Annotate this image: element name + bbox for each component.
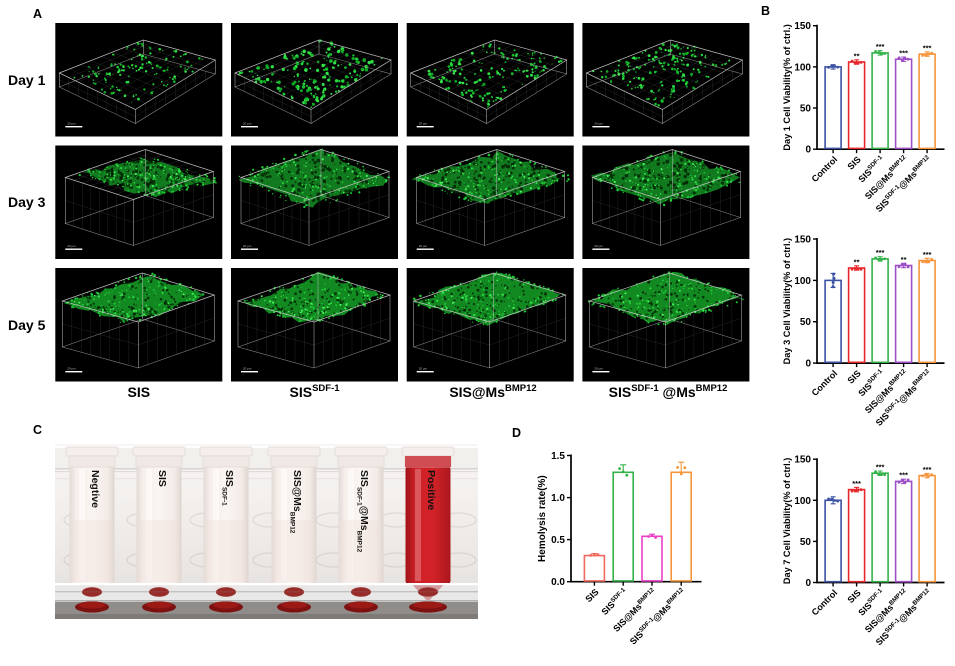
svg-text:***: ***: [923, 43, 932, 52]
svg-text:Positive: Positive: [425, 470, 437, 510]
svg-text:***: ***: [852, 479, 861, 488]
svg-text:Day 5: Day 5: [8, 317, 46, 333]
svg-text:**: **: [854, 257, 860, 266]
svg-text:***: ***: [923, 250, 932, 259]
svg-text:20 μm: 20 μm: [594, 367, 603, 371]
svg-text:SIS: SIS: [128, 384, 151, 400]
svg-text:Negtive: Negtive: [89, 470, 101, 508]
svg-text:B: B: [761, 4, 770, 18]
svg-text:1.0: 1.0: [551, 493, 565, 504]
svg-text:20 μm: 20 μm: [243, 122, 252, 126]
svg-text:50: 50: [800, 537, 812, 548]
svg-text:***: ***: [876, 248, 885, 257]
svg-text:1.5: 1.5: [551, 451, 565, 462]
svg-text:100: 100: [794, 276, 811, 287]
svg-text:**: **: [854, 51, 860, 60]
svg-text:0: 0: [805, 359, 811, 370]
svg-text:150: 150: [794, 455, 811, 466]
svg-text:A: A: [33, 7, 42, 21]
svg-text:***: ***: [899, 471, 908, 480]
svg-text:SIS: SIS: [156, 470, 168, 487]
svg-text:D: D: [512, 426, 521, 440]
svg-text:150: 150: [794, 235, 811, 246]
svg-text:20 μm: 20 μm: [419, 367, 428, 371]
svg-text:20 μm: 20 μm: [67, 367, 76, 371]
svg-text:SIS@MsBMP12​: SIS@MsBMP12​: [289, 470, 304, 534]
svg-text:Hemolysis rate(%): Hemolysis rate(%): [537, 475, 548, 562]
svg-text:20 μm: 20 μm: [419, 122, 428, 126]
svg-text:20 μm: 20 μm: [243, 244, 252, 248]
svg-text:SIS@MsBMP12​: SIS@MsBMP12​: [449, 383, 536, 400]
svg-text:0.5: 0.5: [551, 535, 565, 546]
svg-text:Day 3 Cell Viability(% of ctrl: Day 3 Cell Viability(% of ctrl.): [782, 238, 792, 364]
svg-text:Day 7 Cell Viability(% of ctrl: Day 7 Cell Viability(% of ctrl.): [782, 458, 792, 584]
svg-text:***: ***: [923, 465, 932, 474]
svg-text:0: 0: [805, 145, 811, 156]
svg-text:20 μm: 20 μm: [594, 122, 603, 126]
svg-text:100: 100: [794, 496, 811, 507]
svg-text:SISSDF-1​ @MsBMP12​: SISSDF-1​ @MsBMP12​: [609, 383, 728, 400]
svg-text:SISSDF-1​@MsBMP12​: SISSDF-1​@MsBMP12​: [356, 470, 371, 553]
svg-text:SISSDF-1​: SISSDF-1​: [221, 470, 236, 506]
svg-text:Day 1 Cell Viability(% of ctrl: Day 1 Cell Viability(% of ctrl.): [782, 24, 792, 150]
svg-text:***: ***: [899, 49, 908, 58]
svg-text:C: C: [33, 423, 42, 437]
svg-text:Day 3: Day 3: [8, 194, 46, 210]
svg-text:***: ***: [876, 463, 885, 472]
svg-text:20 μm: 20 μm: [67, 244, 76, 248]
svg-text:100: 100: [794, 62, 811, 73]
svg-text:50: 50: [800, 317, 812, 328]
svg-text:20 μm: 20 μm: [243, 367, 252, 371]
svg-text:50: 50: [800, 104, 812, 115]
svg-text:SISSDF-1​: SISSDF-1​: [289, 383, 340, 400]
svg-text:20 μm: 20 μm: [419, 244, 428, 248]
svg-text:0: 0: [805, 578, 811, 589]
svg-text:20 μm: 20 μm: [67, 122, 76, 126]
svg-text:150: 150: [794, 21, 811, 32]
svg-text:0.0: 0.0: [551, 577, 565, 588]
svg-text:***: ***: [876, 42, 885, 51]
svg-text:**: **: [901, 255, 907, 264]
svg-text:Day 1: Day 1: [8, 72, 46, 88]
svg-text:20 μm: 20 μm: [594, 244, 603, 248]
